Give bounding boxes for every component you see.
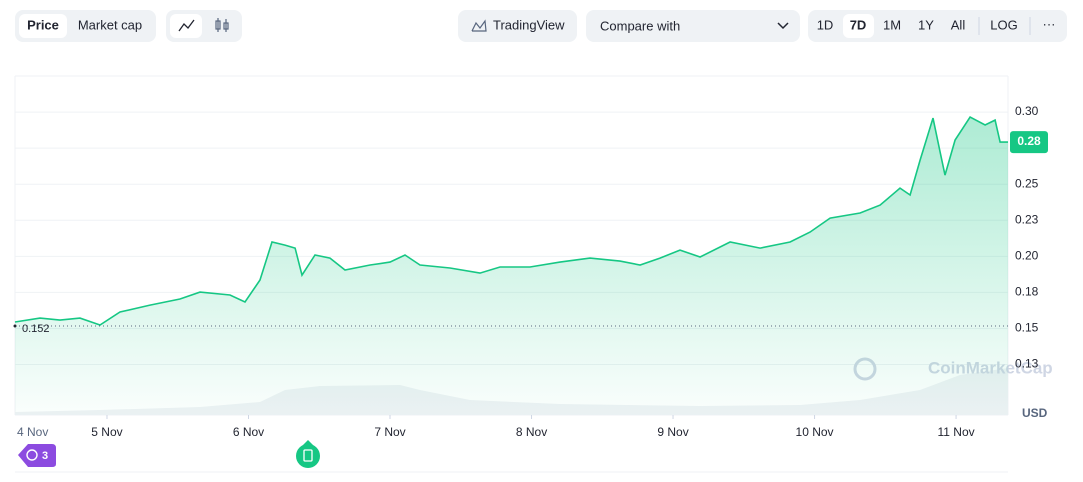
news-pin (302, 440, 314, 446)
price-line (14, 116, 1008, 326)
compare-select[interactable] (586, 10, 800, 42)
chevron (777, 22, 789, 30)
x-tick-label: 9 Nov (657, 425, 688, 439)
start-date: 4 Nov (17, 425, 48, 439)
range-button[interactable]: 1D (817, 17, 834, 32)
news-marker[interactable] (296, 444, 320, 468)
doc-icon (303, 449, 313, 462)
y-tick-label: 0.25 (1015, 176, 1039, 190)
tradingview-button[interactable] (458, 10, 577, 42)
events-count: 3 (42, 450, 48, 462)
price-area (15, 117, 1008, 415)
currency: USD (1022, 406, 1048, 420)
start-dot (13, 324, 17, 328)
current-price-tag (1010, 131, 1048, 154)
start-price-label: 0.152 (22, 323, 50, 335)
x-tick-label: 7 Nov (374, 425, 405, 439)
compare-label: Compare with (600, 18, 680, 33)
tv-icon (471, 19, 487, 32)
price-button[interactable] (19, 14, 67, 38)
line-icon (178, 19, 195, 32)
log-button[interactable]: LOG (990, 17, 1017, 32)
x-tick-label: 6 Nov (233, 425, 264, 439)
candle-icon[interactable] (215, 18, 229, 32)
price-label: Price (27, 17, 59, 32)
current-price-label: 0.28 (1017, 134, 1041, 148)
range-button[interactable]: All (951, 17, 966, 32)
y-tick-label: 0.13 (1015, 357, 1039, 371)
clock-icon (26, 449, 38, 461)
more-button[interactable]: ··· (1043, 16, 1056, 31)
y-tick-label: 0.18 (1015, 285, 1039, 299)
x-tick-label: 8 Nov (516, 425, 547, 439)
market-cap-button[interactable]: Market cap (78, 17, 142, 32)
range-button[interactable]: 1M (883, 17, 901, 32)
range-selected (843, 14, 874, 38)
y-tick-label: 0.20 (1015, 248, 1039, 262)
y-tick-label: 0.30 (1015, 104, 1039, 118)
range-button[interactable]: 1Y (918, 17, 934, 32)
x-tick-label: 5 Nov (91, 425, 122, 439)
y-tick-label: 0.23 (1015, 212, 1039, 226)
range-button[interactable]: 7D (850, 17, 867, 32)
tradingview-label: TradingView (493, 17, 565, 32)
x-tick-label: 10 Nov (796, 425, 834, 439)
y-tick-label: 0.15 (1015, 321, 1039, 335)
x-tick-label: 11 Nov (937, 425, 974, 439)
